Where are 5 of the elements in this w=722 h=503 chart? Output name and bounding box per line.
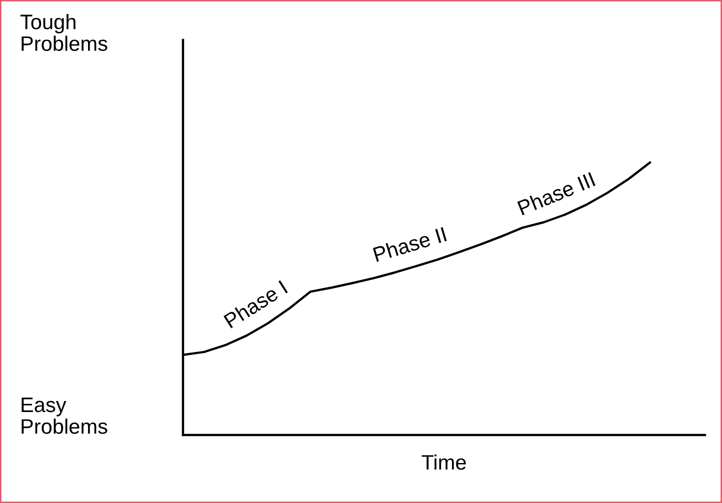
annotation: Phase III xyxy=(516,171,596,216)
annotation: Phase II xyxy=(372,226,447,262)
x-axis-title: Time xyxy=(422,454,466,470)
text: Tough Problems xyxy=(20,14,108,51)
text: Easy Problems xyxy=(22,398,108,434)
